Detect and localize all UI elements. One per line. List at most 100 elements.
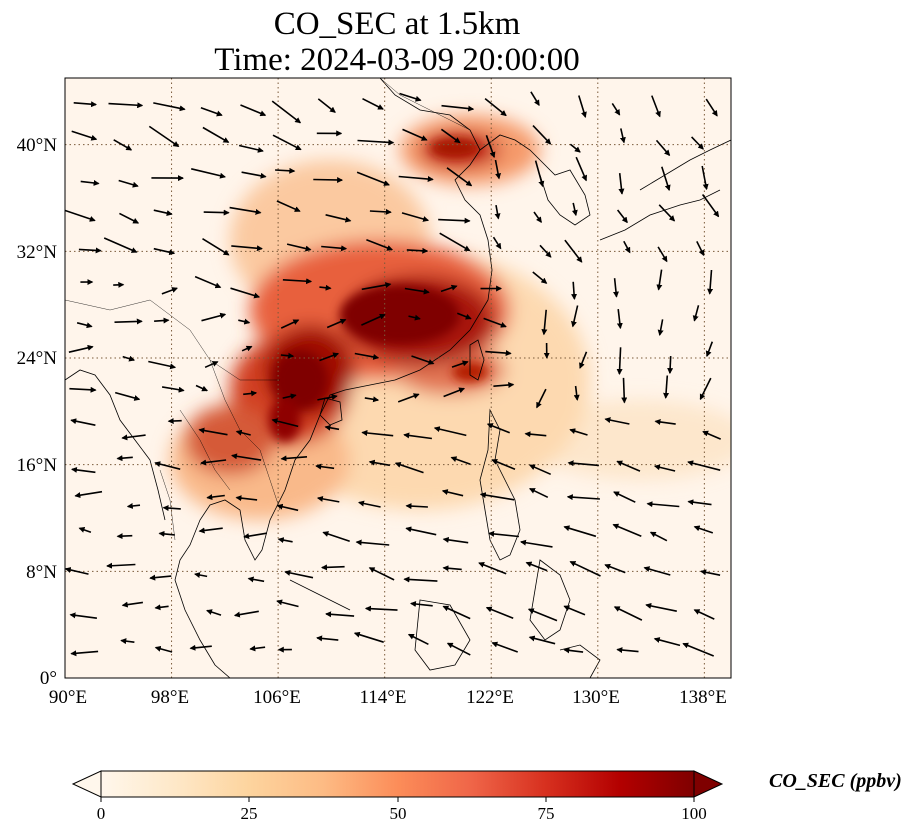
wind-arrow [282, 278, 313, 285]
wind-arrow [121, 601, 144, 608]
wind-arrow [700, 569, 721, 576]
wind-arrow [71, 130, 98, 141]
map-frame [64, 77, 732, 679]
wind-arrow [364, 396, 380, 403]
wind-arrow [536, 388, 547, 409]
wind-arrow [619, 128, 626, 144]
wind-arrow [249, 645, 266, 652]
wind-arrow [528, 464, 552, 476]
wind-arrow [658, 204, 676, 222]
wind-arrow [322, 531, 350, 542]
map-title-line1: CO_SEC at 1.5km [273, 6, 521, 42]
wind-arrow [71, 466, 96, 474]
wind-arrow [369, 208, 392, 215]
wind-arrow [693, 525, 714, 534]
wind-arrow [121, 434, 146, 441]
wind-arrow [358, 500, 381, 508]
wind-arrow [203, 209, 230, 216]
wind-arrow [106, 562, 136, 569]
wind-arrow [457, 312, 472, 320]
wind-arrow [162, 505, 181, 512]
wind-arrow [530, 91, 540, 107]
wind-arrow [282, 393, 297, 400]
wind-arrow [118, 179, 139, 188]
wind-arrow [153, 209, 173, 217]
wind-arrow [539, 244, 552, 258]
wind-arrow [149, 574, 172, 581]
wind-arrow [362, 97, 384, 110]
wind-arrow [315, 463, 335, 470]
colorbar-tick-label: 25 [240, 804, 258, 823]
wind-arrow [284, 569, 314, 579]
wind-arrow [243, 390, 258, 397]
wind-arrow [693, 609, 715, 620]
wind-arrow [692, 305, 700, 322]
wind-arrow [494, 159, 502, 180]
wind-arrow [326, 318, 347, 329]
wind-arrow [661, 166, 671, 192]
wind-arrow [243, 532, 267, 540]
wind-arrow [488, 530, 519, 538]
colorbar-tick-label: 0 [96, 804, 106, 823]
wind-arrow [402, 128, 428, 141]
wind-arrow [405, 526, 437, 536]
wind-arrow [76, 322, 93, 329]
wind-arrow [241, 171, 267, 179]
wind-arrow [494, 204, 501, 220]
wind-arrow [566, 494, 600, 501]
wind-arrow [682, 642, 715, 657]
wind-arrow [651, 95, 661, 118]
lon-tick-label: 90°E [49, 687, 87, 708]
wind-arrow [442, 565, 462, 572]
wind-arrow [401, 212, 430, 222]
wind-arrow [272, 134, 302, 151]
wind-arrow [569, 428, 588, 436]
wind-arrow [623, 240, 631, 254]
wind-arrow [616, 309, 623, 330]
wind-arrow [317, 98, 336, 113]
wind-arrow [271, 100, 302, 124]
wind-arrow [148, 125, 180, 148]
wind-arrow [613, 491, 636, 503]
wind-arrow [408, 314, 421, 321]
wind-arrow [441, 489, 464, 497]
wind-arrow [194, 275, 222, 289]
wind-arrow [114, 391, 141, 401]
wind-arrow [524, 431, 547, 438]
wind-arrow [231, 453, 262, 461]
wind-arrow [485, 135, 496, 159]
lon-tick-label: 122°E [466, 687, 514, 708]
wind-arrow [194, 572, 208, 578]
wind-arrow [493, 382, 515, 388]
wind-arrow [667, 356, 674, 375]
wind-arrow [616, 647, 639, 654]
wind-arrow [235, 495, 258, 502]
wind-arrow [643, 566, 671, 576]
wind-vectors [65, 91, 722, 657]
wind-arrow [69, 386, 97, 393]
wind-arrow [691, 136, 704, 150]
wind-arrow [411, 355, 435, 365]
colorbar-tick-label: 100 [681, 804, 707, 823]
wind-arrow [120, 638, 135, 645]
wind-arrow [492, 236, 502, 250]
lat-tick-label: 24°N [17, 348, 58, 369]
wind-arrow [206, 494, 225, 501]
wind-arrow [440, 284, 458, 293]
wind-arrow [153, 102, 186, 112]
wind-arrow [161, 287, 178, 295]
wind-arrow [450, 456, 471, 466]
wind-arrow [442, 605, 471, 620]
lat-tick-label: 16°N [17, 455, 58, 476]
wind-arrow [705, 98, 718, 117]
wind-arrow [616, 460, 641, 472]
wind-arrow [578, 95, 587, 118]
lon-tick-label: 98°E [151, 687, 189, 708]
wind-arrow [70, 418, 96, 426]
wind-arrow [528, 487, 549, 499]
wind-arrow [361, 282, 392, 291]
wind-arrow [571, 202, 578, 217]
wind-arrow [567, 460, 599, 467]
wind-arrow [407, 633, 429, 646]
